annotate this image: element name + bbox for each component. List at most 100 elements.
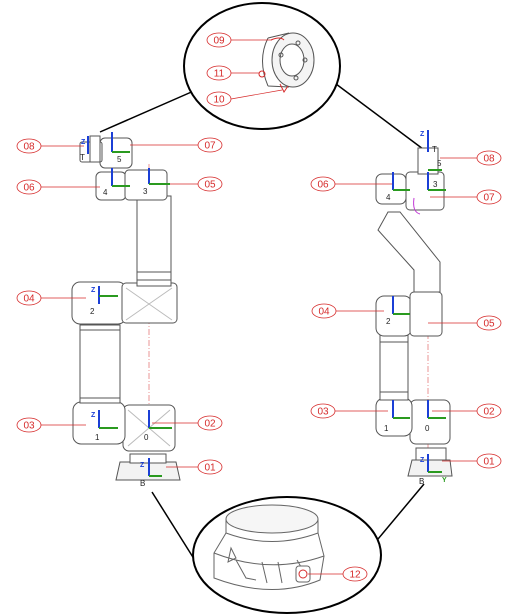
- left-callout-01: 01: [166, 459, 223, 475]
- right-frame-3: 3: [427, 172, 446, 191]
- right-frame-4: 4: [386, 172, 410, 202]
- left-callout-04-label: 04: [23, 294, 35, 305]
- left-robot-arm: 08 07 06 05 04: [16, 132, 223, 488]
- right-frame-t-z: Z: [420, 131, 425, 138]
- callout-11: 11: [206, 65, 259, 81]
- left-callout-05-label: 05: [204, 180, 216, 191]
- left-callout-06-label: 06: [23, 183, 35, 194]
- left-frame-5-label: 5: [117, 155, 122, 164]
- left-frame-3-label: 3: [143, 187, 148, 196]
- callout-10: 10: [206, 89, 283, 107]
- right-frame-t-label: T: [432, 145, 437, 154]
- left-frame-4: 4: [103, 168, 130, 197]
- left-frame-3: 3: [143, 168, 170, 196]
- left-callout-07-label: 07: [204, 141, 216, 152]
- right-frame-4-label: 4: [386, 193, 391, 202]
- right-frame-2-label: 2: [386, 317, 391, 326]
- right-shoulder-joint: [409, 399, 451, 445]
- left-frame-2: Z 2: [90, 286, 118, 316]
- left-frame-b: Z B: [140, 458, 162, 488]
- right-callout-02-label: 02: [483, 407, 495, 418]
- left-frame-t-label: T: [80, 153, 85, 162]
- left-frames: Z T 5 4 3 Z 2: [80, 132, 172, 488]
- right-callout-06: 06: [310, 176, 392, 192]
- left-frame-4-label: 4: [103, 188, 108, 197]
- left-callout-07: 07: [130, 137, 223, 153]
- tool-flange: [258, 32, 315, 93]
- right-frame-1: 1: [384, 400, 410, 433]
- right-callout-07: 07: [430, 189, 502, 205]
- right-callout-08-label: 08: [483, 154, 495, 165]
- right-callouts: 08 06 07 04 05: [310, 150, 502, 469]
- left-frame-5: 5: [111, 132, 130, 164]
- connector-bottom-right: [372, 483, 425, 546]
- left-callout-02-label: 02: [204, 419, 216, 430]
- right-callout-08: 08: [440, 150, 502, 166]
- right-callout-04: 04: [311, 303, 384, 319]
- left-frame-b-z: Z: [140, 462, 145, 469]
- left-callout-03: 03: [16, 417, 86, 433]
- left-callout-08-label: 08: [23, 142, 35, 153]
- connector-top-left: [99, 89, 197, 133]
- callout-10-label: 10: [213, 95, 225, 106]
- right-frame-0-label: 0: [425, 424, 430, 433]
- right-frame-0: 0: [425, 400, 446, 433]
- right-callout-07-label: 07: [483, 193, 495, 204]
- left-frame-1-z: Z: [91, 412, 96, 419]
- left-callout-05: 05: [150, 176, 223, 192]
- left-callouts: 08 07 06 05 04: [16, 137, 223, 475]
- left-frame-t-z: Z: [81, 139, 86, 146]
- connector-bottom-left: [151, 491, 197, 563]
- right-callout-03-label: 03: [317, 407, 329, 418]
- bottom-detail-view: 12: [192, 496, 382, 614]
- top-detail-circle: [183, 2, 341, 130]
- right-base: [407, 459, 453, 477]
- right-frames: Z T 5 4 3 2: [384, 130, 447, 486]
- right-frame-5: 5: [428, 159, 442, 171]
- right-frame-b: Z Y B: [419, 454, 447, 486]
- top-detail-view: 09 11 10: [183, 2, 341, 130]
- left-callout-06: 06: [16, 179, 100, 195]
- right-upper-arm: [377, 211, 441, 293]
- left-frame-2-z: Z: [91, 287, 96, 294]
- flange-connector: [258, 70, 266, 78]
- left-frame-1-label: 1: [95, 433, 100, 442]
- left-frame-b-label: B: [140, 479, 145, 488]
- right-callout-06-label: 06: [317, 180, 329, 191]
- right-callout-05-label: 05: [483, 319, 495, 330]
- right-callout-04-label: 04: [318, 307, 330, 318]
- right-frame-b-z: Z: [420, 457, 425, 464]
- callout-09-label: 09: [213, 36, 225, 47]
- right-frame-1-label: 1: [384, 424, 389, 433]
- base-connector: [298, 569, 308, 579]
- detail-connector-lines: [99, 77, 428, 563]
- left-upper-arm: [136, 195, 172, 287]
- right-callout-01-label: 01: [483, 457, 495, 468]
- right-frame-b-y: Y: [442, 477, 447, 484]
- callout-12: 12: [308, 566, 368, 582]
- left-callout-08: 08: [16, 138, 84, 154]
- left-frame-0-label: 0: [144, 433, 149, 442]
- left-frame-t: Z T: [80, 136, 89, 162]
- left-lower-arm: [79, 324, 121, 404]
- left-callout-04: 04: [16, 290, 86, 306]
- right-frame-2: 2: [386, 296, 410, 326]
- callout-12-label: 12: [349, 570, 361, 581]
- left-callout-02: 02: [152, 415, 223, 431]
- right-frame-b-label: B: [419, 477, 424, 486]
- right-callout-03: 03: [310, 403, 388, 419]
- right-frame-3-label: 3: [433, 180, 438, 189]
- right-callout-05: 05: [428, 315, 502, 331]
- right-callout-02: 02: [432, 403, 502, 419]
- right-robot-arm: 08 06 07 04 05: [310, 130, 502, 486]
- left-callout-01-label: 01: [204, 463, 216, 474]
- callout-09: 09: [206, 32, 272, 48]
- callout-11-label: 11: [214, 69, 225, 80]
- robot-base-drawing: [213, 504, 325, 591]
- left-frame-0: 0: [144, 410, 172, 442]
- right-frame-t: Z T: [420, 130, 437, 154]
- left-callout-03-label: 03: [23, 421, 35, 432]
- right-frame-5-label: 5: [437, 159, 442, 168]
- connector-top-right: [327, 77, 428, 153]
